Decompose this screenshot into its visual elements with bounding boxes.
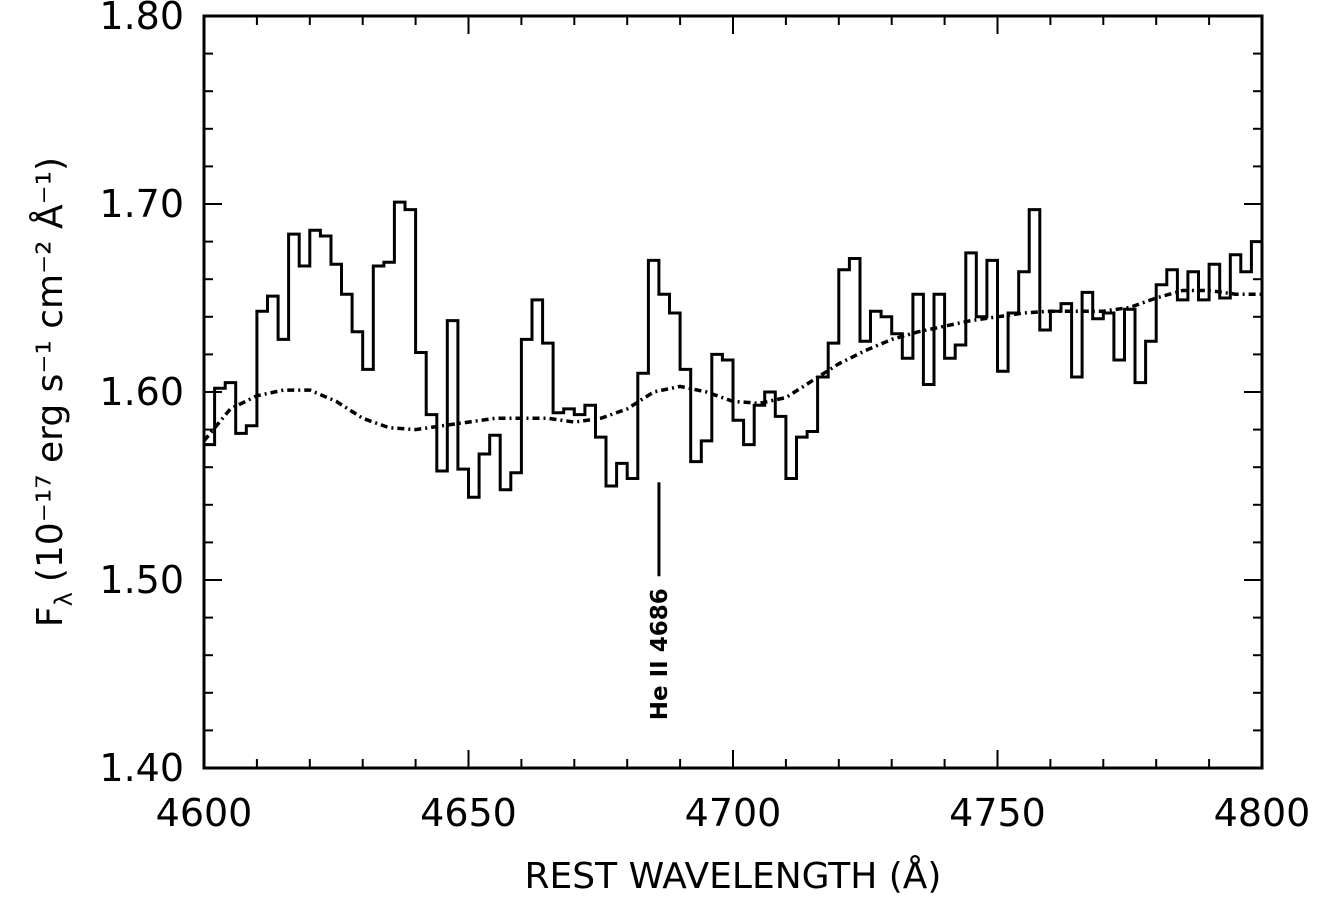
svg-text:Fλ(10⁻¹⁷ erg s⁻¹ cm⁻² Å⁻¹): Fλ (10⁻¹⁷ erg s⁻¹ cm⁻² Å⁻¹)	[28, 157, 78, 627]
x-tick-label: 4600	[156, 791, 253, 835]
x-tick-label: 4650	[420, 791, 517, 835]
plot-frame	[202, 14, 1264, 770]
x-tick-label: 4750	[949, 791, 1046, 835]
continuum-line	[202, 288, 1262, 443]
y-tick-label: 1.70	[99, 182, 184, 226]
x-tick-label: 4700	[685, 791, 782, 835]
y-tick-label: 1.80	[99, 0, 184, 38]
annotation-label: He II 4686	[647, 588, 673, 720]
x-axis-label: REST WAVELENGTH (Å)	[525, 854, 942, 897]
tick-labels: 4600 4650 4700 4750 4800 1.40 1.50 1.60 1.70 1.80	[99, 0, 1310, 835]
y-tick-label: 1.50	[99, 558, 184, 602]
series-layer	[202, 200, 1262, 499]
spectrum-line	[204, 200, 1262, 499]
annotation-layer: He II 4686	[647, 482, 673, 720]
x-tick-label: 4800	[1214, 791, 1311, 835]
y-tick-label: 1.40	[99, 746, 184, 790]
y-axis-label-main: F	[30, 606, 71, 627]
y-axis-label-units: (10⁻¹⁷ erg s⁻¹ cm⁻² Å⁻¹)	[28, 157, 71, 582]
y-tick-label: 1.60	[99, 370, 184, 414]
y-axis-label: Fλ (10⁻¹⁷ erg s⁻¹ cm⁻² Å⁻¹)	[28, 157, 78, 627]
y-axis-label-sub: λ	[50, 592, 78, 606]
